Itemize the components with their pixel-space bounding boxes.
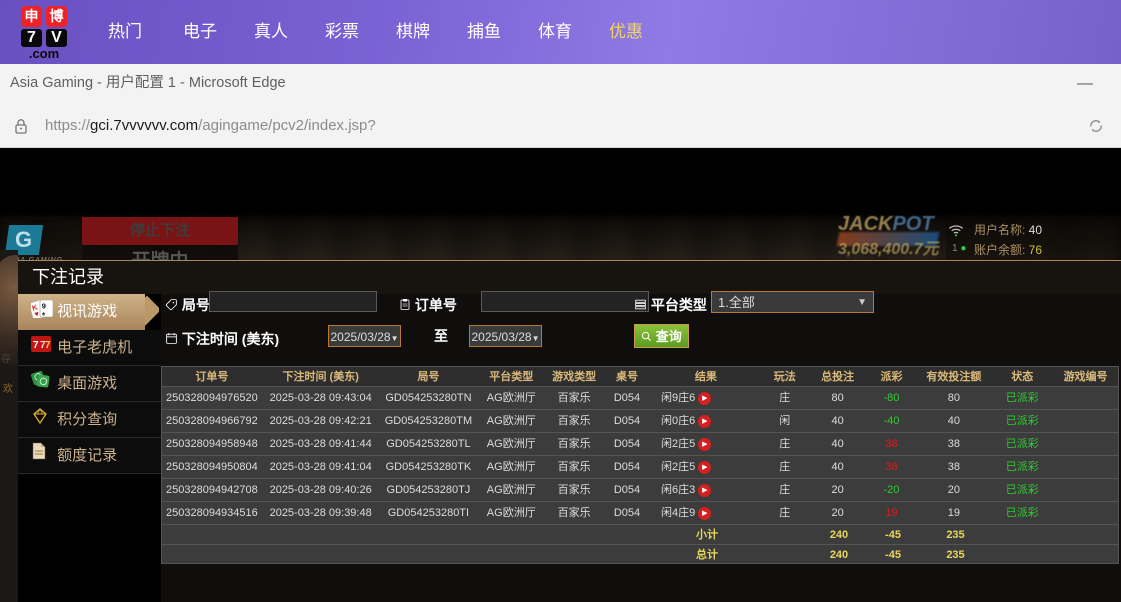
svg-text:7: 7 <box>33 340 39 351</box>
svg-text:9: 9 <box>42 302 46 311</box>
svg-text:7: 7 <box>45 340 51 351</box>
